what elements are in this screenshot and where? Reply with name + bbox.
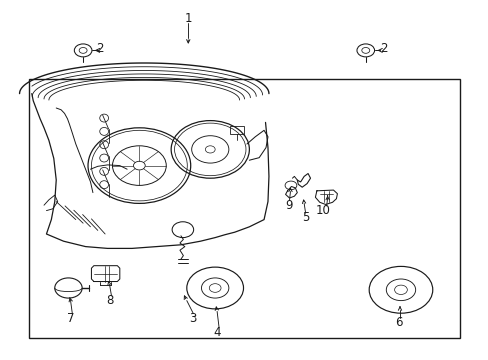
Text: 1: 1 [184,12,192,24]
Text: 2: 2 [379,42,387,55]
Text: 7: 7 [67,312,75,325]
Circle shape [205,146,215,153]
Text: 4: 4 [213,327,221,339]
Circle shape [133,161,145,170]
Text: 6: 6 [394,316,402,329]
Text: 9: 9 [284,199,292,212]
Text: 8: 8 [106,294,114,307]
Text: 2: 2 [96,42,104,55]
Text: 3: 3 [189,312,197,325]
Bar [229,126,244,134]
Text: 5: 5 [301,211,309,224]
Bar [29,79,459,338]
Text: 10: 10 [315,204,329,217]
